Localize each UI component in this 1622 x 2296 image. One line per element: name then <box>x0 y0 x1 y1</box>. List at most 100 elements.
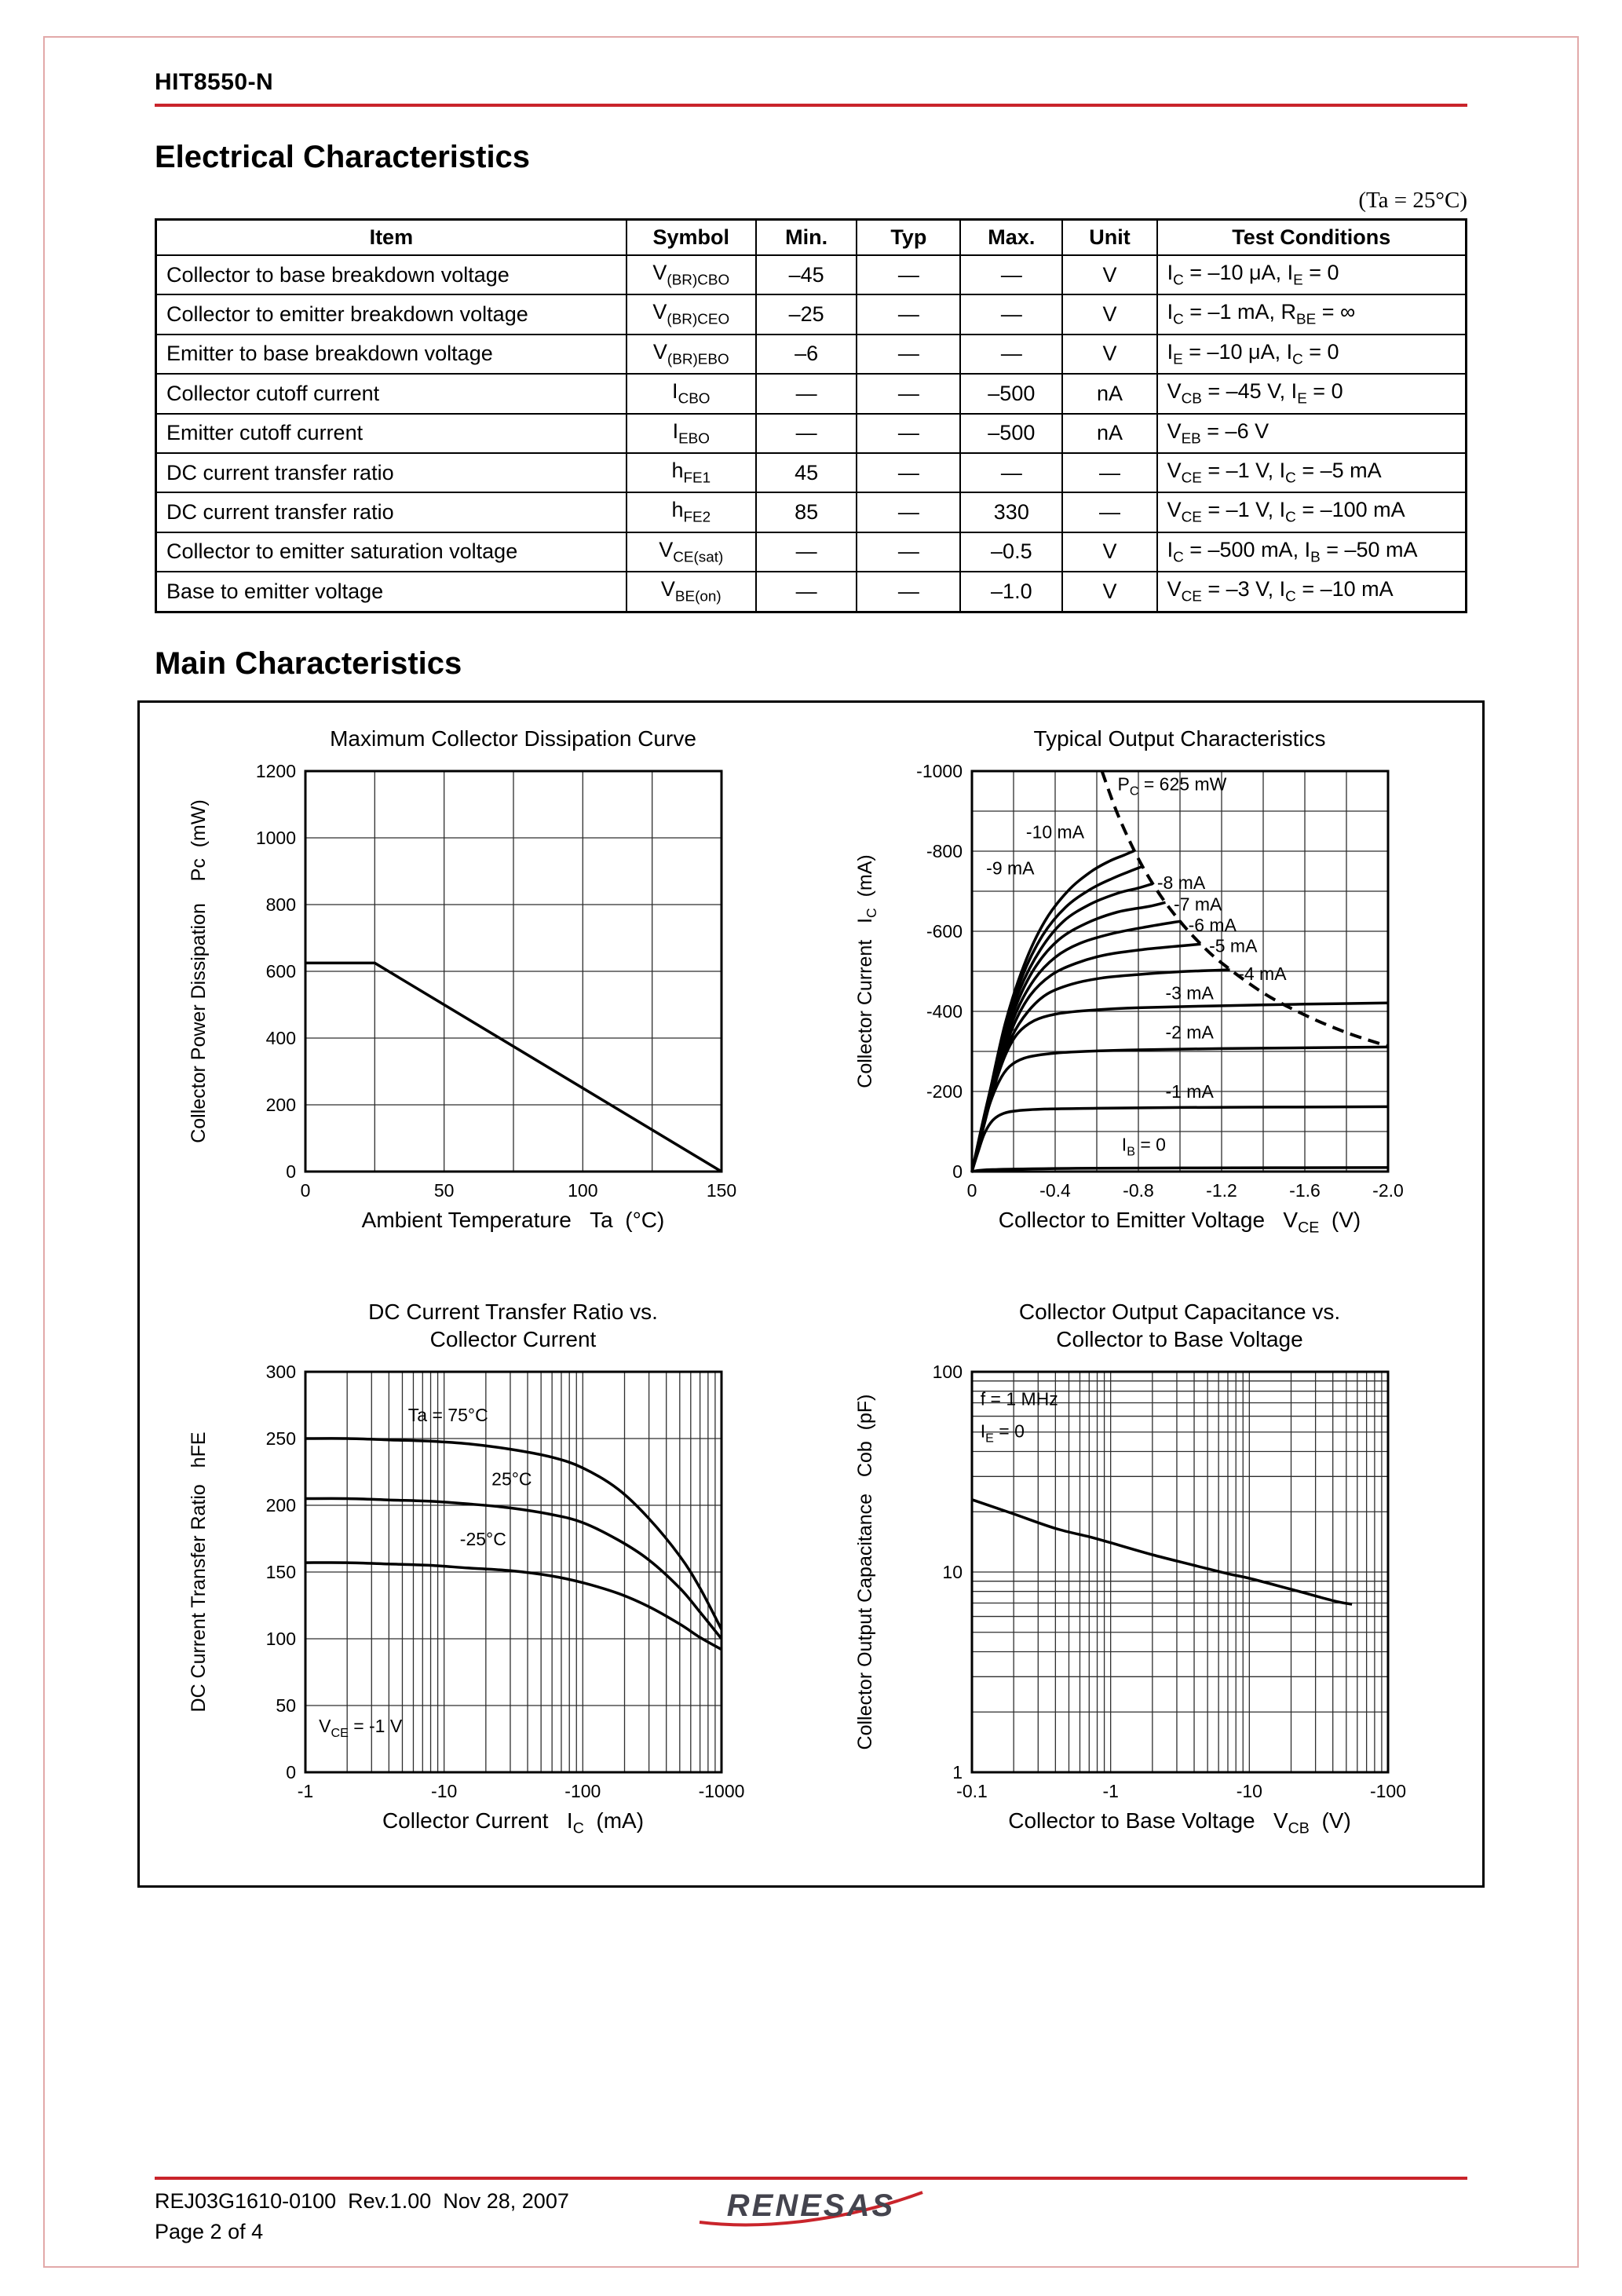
column-header: Unit <box>1061 218 1158 256</box>
cell-max: –0.5 <box>959 531 1064 573</box>
header-row: Item Symbol Min. Typ Max. Unit Test Conditions <box>155 218 1467 256</box>
header-red-divider <box>155 104 1467 107</box>
svg-text:1200: 1200 <box>255 761 295 781</box>
cell-min: 85 <box>754 492 858 533</box>
svg-text:-100: -100 <box>1369 1781 1405 1801</box>
document-reference: REJ03G1610-0100 Rev.1.00 Nov 28, 2007 <box>155 2189 569 2213</box>
page-number: Page 2 of 4 <box>155 2220 264 2243</box>
footer-row: REJ03G1610-0100 Rev.1.00 Nov 28, 2007 RE… <box>155 2188 1467 2227</box>
series-hFE-minus25C <box>305 1561 722 1651</box>
svg-text:200: 200 <box>265 1495 295 1515</box>
column-header: Max. <box>959 218 1064 256</box>
y-axis-label: Collector Current IC (mA) <box>854 854 879 1088</box>
svg-text:50: 50 <box>276 1695 296 1716</box>
cell-item: Collector to emitter breakdown voltage <box>155 294 627 335</box>
series-group <box>970 770 1389 1173</box>
chart-title: Maximum Collector Dissipation Curve <box>330 726 696 751</box>
svg-text:150: 150 <box>706 1180 736 1201</box>
series-IB-8mA <box>970 882 1153 1172</box>
cell-typ: — <box>856 571 962 613</box>
cell-typ: — <box>856 492 962 533</box>
svg-text:-1000: -1000 <box>698 1781 744 1801</box>
svg-text:-1.2: -1.2 <box>1206 1180 1237 1201</box>
table-row: Emitter to base breakdown voltage V(BR)EB… <box>155 333 1467 375</box>
logo-swoosh <box>699 2191 923 2227</box>
svg-text:Ta = 75°C: Ta = 75°C <box>407 1405 488 1425</box>
svg-text:0: 0 <box>300 1180 310 1201</box>
svg-text:800: 800 <box>265 894 295 915</box>
cell-conditions: VCE = –1 V, IC = –5 mA <box>1156 452 1467 494</box>
spec-table: Item Symbol Min. Typ Max. Unit Test Conditions… <box>155 218 1467 613</box>
cell-max: — <box>959 254 1064 296</box>
cell-max: — <box>959 294 1064 335</box>
plot-border <box>970 770 1389 1173</box>
cell-conditions: IC = –1 mA, RBE = ∞ <box>1156 294 1467 335</box>
svg-text:-800: -800 <box>926 841 962 861</box>
svg-text:300: 300 <box>265 1362 295 1382</box>
dissipation-chart-canvas: 0 50 100 150 0 200 400 600 800 1000 1200 Collector … <box>188 761 736 1201</box>
cell-item: Base to emitter voltage <box>155 571 627 613</box>
cell-typ: — <box>856 373 962 415</box>
svg-text:-25°C: -25°C <box>459 1529 506 1549</box>
cell-min: — <box>754 373 858 415</box>
section-title-main: Main Characteristics <box>155 645 462 681</box>
cell-item: Emitter cutoff current <box>155 412 627 454</box>
cell-min: 45 <box>754 452 858 494</box>
chart-title: Collector Output Capacitance vs. Collecto… <box>1018 1300 1341 1352</box>
svg-text:PC = 625 mW: PC = 625 mW <box>1117 773 1226 798</box>
annotations: f = 1 MHz IE = 0 <box>980 1389 1058 1446</box>
section-title-electrical: Electrical Characteristics <box>155 140 531 174</box>
column-header: Min. <box>754 218 858 256</box>
cell-min: — <box>754 531 858 573</box>
cell-unit: V <box>1061 333 1158 375</box>
spec-table-head: Item Symbol Min. Typ Max. Unit Test Conditions <box>155 218 1467 256</box>
svg-text:150: 150 <box>265 1562 295 1582</box>
x-axis-label: Collector to Emitter Voltage VCE (V) <box>998 1207 1361 1237</box>
svg-text:-10 mA: -10 mA <box>1025 821 1084 842</box>
cell-item: Collector to emitter saturation voltage <box>155 531 627 573</box>
cell-unit: — <box>1061 492 1158 533</box>
cell-typ: — <box>856 294 962 335</box>
table-row: DC current transfer ratio hFE1 45— — — VCE = … <box>155 452 1467 494</box>
cell-conditions: VCB = –45 V, IE = 0 <box>1156 373 1467 415</box>
svg-text:-6 mA: -6 mA <box>1188 915 1237 935</box>
plot-border <box>304 770 722 1173</box>
annotations: Ta = 75°C 25°C -25°C VCE = -1 V <box>319 1405 532 1740</box>
table-row: DC current transfer ratio hFE2 85—330— VCE … <box>155 492 1467 533</box>
series-Pc-625mW-limit <box>1100 770 1389 1047</box>
series-group <box>305 961 722 1173</box>
cell-symbol: hFE2 <box>625 492 757 533</box>
temperature-note: (Ta = 25°C) <box>1358 188 1467 213</box>
cell-item: Collector cutoff current <box>155 373 627 415</box>
chart-title: DC Current Transfer Ratio vs. Collector C… <box>368 1300 658 1352</box>
plot-border <box>970 1370 1389 1774</box>
svg-text:50: 50 <box>433 1180 454 1201</box>
column-header: Typ <box>856 218 962 256</box>
svg-text:-600: -600 <box>926 921 962 941</box>
svg-text:0: 0 <box>286 1762 296 1782</box>
cell-unit: V <box>1061 294 1158 335</box>
cell-symbol: V(BR)EBO <box>625 333 757 375</box>
cell-conditions: VCE = –1 V, IC = –100 mA <box>1156 492 1467 533</box>
grid <box>971 770 1388 1172</box>
cell-max: — <box>959 333 1064 375</box>
svg-text:-1000: -1000 <box>916 761 963 781</box>
svg-text:-10: -10 <box>431 1781 457 1801</box>
svg-text:-1.6: -1.6 <box>1289 1180 1321 1201</box>
cob-chart-canvas: -0.1 -1 -10 -100 1 10 100 Collector Output Capa… <box>854 1362 1406 1801</box>
svg-text:600: 600 <box>265 961 295 982</box>
svg-text:-2 mA: -2 mA <box>1165 1022 1214 1042</box>
cell-conditions: VCE = –3 V, IC = –10 mA <box>1156 571 1467 613</box>
table-row: Emitter cutoff current IEBO — — –500 nA VEB = … <box>155 412 1467 454</box>
cell-min: — <box>754 412 858 454</box>
svg-text:-1 mA: -1 mA <box>1165 1081 1214 1102</box>
series-IB-1mA <box>970 1105 1388 1172</box>
svg-text:0: 0 <box>286 1161 296 1182</box>
table-row: Collector to emitter breakdown voltage V(… <box>155 294 1467 335</box>
footer-red-divider <box>155 2177 1467 2180</box>
svg-text:-5 mA: -5 mA <box>1209 935 1258 956</box>
svg-text:-0.1: -0.1 <box>956 1781 988 1801</box>
cell-max: 330 <box>959 492 1064 533</box>
svg-text:-100: -100 <box>564 1781 601 1801</box>
cell-symbol: IEBO <box>625 412 757 454</box>
